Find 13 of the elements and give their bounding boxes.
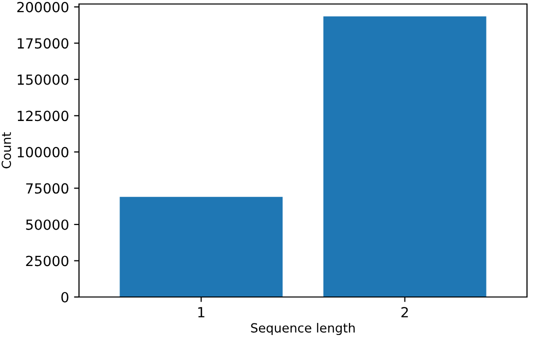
y-tick-label: 125000 bbox=[18, 110, 68, 122]
x-tick-label: 2 bbox=[401, 306, 408, 318]
y-tick-label: 25000 bbox=[26, 256, 68, 266]
x-tick-label: 1 bbox=[198, 307, 204, 318]
y-tick-label: 75000 bbox=[26, 183, 68, 194]
y-tick-label: 150000 bbox=[18, 74, 68, 85]
y-tick-label: 50000 bbox=[26, 219, 68, 230]
y-tick-label: 200000 bbox=[17, 2, 68, 12]
y-tick-label: 0 bbox=[61, 292, 68, 302]
x-axis-title: Sequence length bbox=[251, 322, 355, 336]
y-tick-label: 100000 bbox=[18, 146, 68, 158]
y-axis-title: Count bbox=[2, 132, 12, 168]
y-tick-label: 175000 bbox=[18, 38, 68, 49]
